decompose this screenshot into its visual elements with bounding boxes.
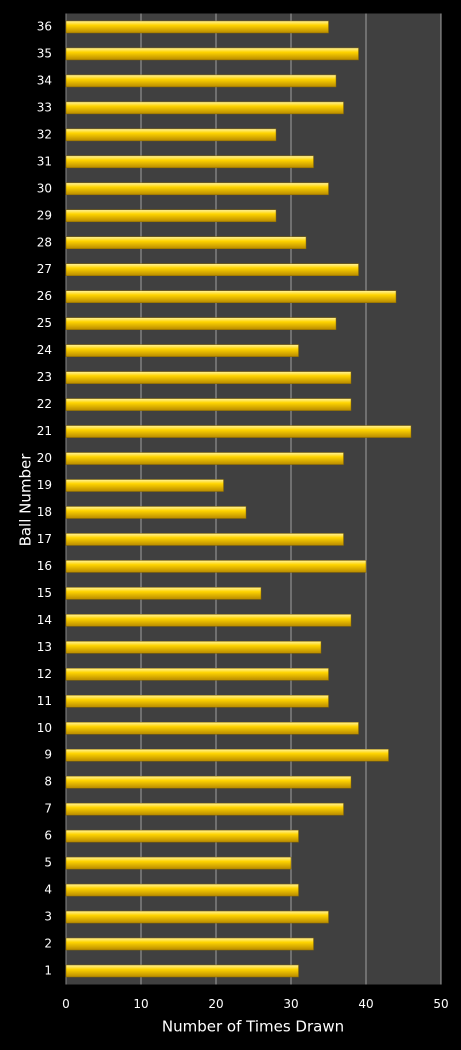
bar (65, 506, 247, 519)
bar (65, 883, 299, 897)
y-tick-label: 33 (37, 100, 52, 114)
bar (65, 371, 352, 384)
y-tick-label: 15 (37, 586, 52, 600)
y-tick-label: 3 (44, 910, 52, 924)
bar (65, 425, 412, 438)
bar (65, 937, 314, 951)
y-tick-label: 16 (37, 559, 52, 573)
y-tick-label: 34 (37, 73, 52, 87)
y-tick-label: 2 (44, 937, 52, 951)
x-tick-label: 30 (283, 997, 298, 1011)
y-tick-label: 18 (37, 505, 52, 519)
bar (65, 829, 299, 843)
y-tick-label: 20 (37, 451, 52, 465)
bar (65, 101, 344, 115)
bar (65, 668, 329, 681)
bar (65, 317, 337, 330)
y-tick-label: 8 (44, 775, 52, 789)
bar (65, 856, 292, 870)
y-tick-label: 26 (37, 289, 52, 303)
y-tick-label: 13 (37, 640, 52, 654)
bar (65, 290, 397, 303)
y-axis-title: Ball Number (17, 453, 35, 547)
bar (65, 748, 389, 762)
y-tick-label: 24 (37, 343, 52, 357)
bar (65, 533, 344, 546)
bar (65, 722, 359, 735)
bar (65, 128, 277, 142)
y-tick-label: 7 (44, 802, 52, 816)
bar (65, 775, 352, 789)
bar (65, 155, 314, 169)
bar (65, 344, 299, 357)
y-tick-label: 31 (37, 154, 52, 168)
y-tick-label: 9 (44, 748, 52, 762)
x-tick-label: 50 (433, 997, 448, 1011)
y-tick-label: 4 (44, 883, 52, 897)
bar (65, 182, 329, 196)
y-tick-label: 17 (37, 532, 52, 546)
y-tick-label: 23 (37, 370, 52, 384)
y-tick-label: 27 (37, 262, 52, 276)
bar (65, 74, 337, 88)
y-tick-label: 1 (44, 964, 52, 978)
bar (65, 560, 367, 573)
x-tick-label: 20 (208, 997, 223, 1011)
y-tick-label: 6 (44, 829, 52, 843)
y-tick-label: 21 (37, 424, 52, 438)
y-tick-label: 22 (37, 397, 52, 411)
y-tick-label: 36 (37, 19, 52, 33)
y-tick-label: 14 (37, 613, 52, 627)
y-tick-label: 28 (37, 235, 52, 249)
bar (65, 209, 277, 223)
bar (65, 587, 262, 600)
x-axis-title: Number of Times Drawn (162, 1018, 344, 1036)
y-tick-label: 19 (37, 478, 52, 492)
bar (65, 479, 224, 492)
y-tick-label: 25 (37, 316, 52, 330)
y-tick-label: 5 (44, 856, 52, 870)
x-tick-label: 10 (133, 997, 148, 1011)
bar (65, 452, 344, 465)
y-tick-label: 29 (37, 208, 52, 222)
y-tick-label: 10 (37, 721, 52, 735)
bar (65, 614, 352, 627)
x-tick-label: 0 (62, 997, 70, 1011)
bar (65, 20, 329, 34)
bar (65, 263, 359, 276)
y-tick-label: 11 (37, 694, 52, 708)
bar (65, 964, 299, 978)
bar (65, 641, 322, 654)
bar (65, 802, 344, 816)
bar (65, 398, 352, 411)
y-tick-label: 35 (37, 46, 52, 60)
bar (65, 910, 329, 924)
y-tick-label: 30 (37, 181, 52, 195)
bar (65, 695, 329, 708)
bar (65, 236, 307, 250)
y-tick-label: 12 (37, 667, 52, 681)
x-tick-label: 40 (358, 997, 373, 1011)
bar (65, 47, 359, 61)
plot-area (66, 13, 441, 985)
y-tick-label: 32 (37, 127, 52, 141)
